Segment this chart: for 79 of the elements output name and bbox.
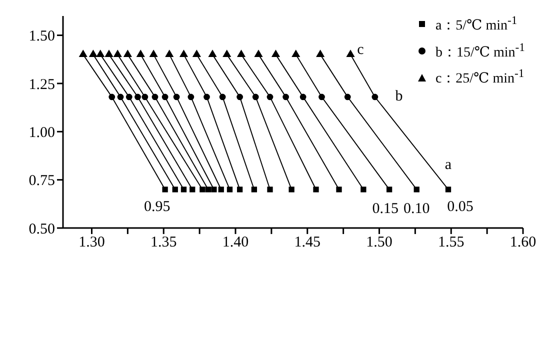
legend-label: b：15/℃ min$^{-1}$ [435,40,525,62]
point [266,94,274,100]
annotation: 0.10 [404,200,430,217]
point [226,186,233,192]
point [190,186,196,192]
point [236,94,244,100]
point [123,50,132,58]
y-tick-label: 0.75 [28,173,55,190]
point [344,94,351,100]
point [204,94,210,100]
point [126,94,132,100]
point [222,50,232,58]
point [386,186,392,192]
point [188,94,194,100]
point [372,94,378,100]
point [113,50,122,58]
point [318,94,325,100]
point [117,94,124,100]
point [360,186,366,192]
point [200,186,206,192]
y-tick-label: 1.00 [28,124,55,141]
point [134,94,141,100]
x-tick-label: 1.60 [510,234,536,251]
x-tick-label: 1.55 [438,234,464,251]
point [267,186,273,192]
point [172,186,178,192]
x-tick-label: 1.40 [222,234,249,251]
x-tick-label: 1.50 [366,234,392,251]
point [336,186,342,192]
point [236,186,243,192]
point [180,186,187,192]
point [162,186,168,192]
point [252,94,259,100]
point [205,186,212,192]
y-tick-label: 1.50 [28,28,55,45]
x-tick-label: 1.35 [150,234,177,251]
annotation: b [395,88,403,104]
point [173,94,180,100]
x-tick-label: 1.30 [78,234,105,251]
point [108,94,116,100]
point [96,50,105,58]
annotation: c [357,42,364,58]
point [142,94,148,100]
annotation: 0.95 [144,198,170,215]
point [300,94,306,100]
y-tick-label: 1.25 [28,76,55,93]
point [316,50,325,58]
annotation: 0.05 [447,198,474,215]
point [152,94,158,100]
point [251,186,258,192]
point [78,50,88,58]
point [236,50,246,58]
y-tick-label: 0.50 [28,221,55,238]
annotation: a [444,156,452,173]
point [254,50,263,58]
point [208,50,217,58]
point [313,186,319,192]
point [282,94,290,100]
point [271,50,280,58]
point [162,94,168,100]
point [445,186,452,192]
point [149,50,158,58]
legend-label: a：5/℃ min$^{-1}$ [435,14,518,35]
point [292,50,300,58]
point [346,50,355,58]
legend-label: c：25/℃ min$^{-1}$ [435,67,524,88]
point [414,186,420,192]
point [218,186,224,192]
point [136,50,145,58]
annotation: 0.15 [372,200,398,217]
point [288,186,294,192]
point [165,50,174,58]
point [211,186,217,192]
point [179,50,188,58]
x-tick-label: 1.45 [294,234,320,251]
point [192,50,201,58]
point [88,50,98,58]
point [104,50,114,58]
point [219,94,226,100]
